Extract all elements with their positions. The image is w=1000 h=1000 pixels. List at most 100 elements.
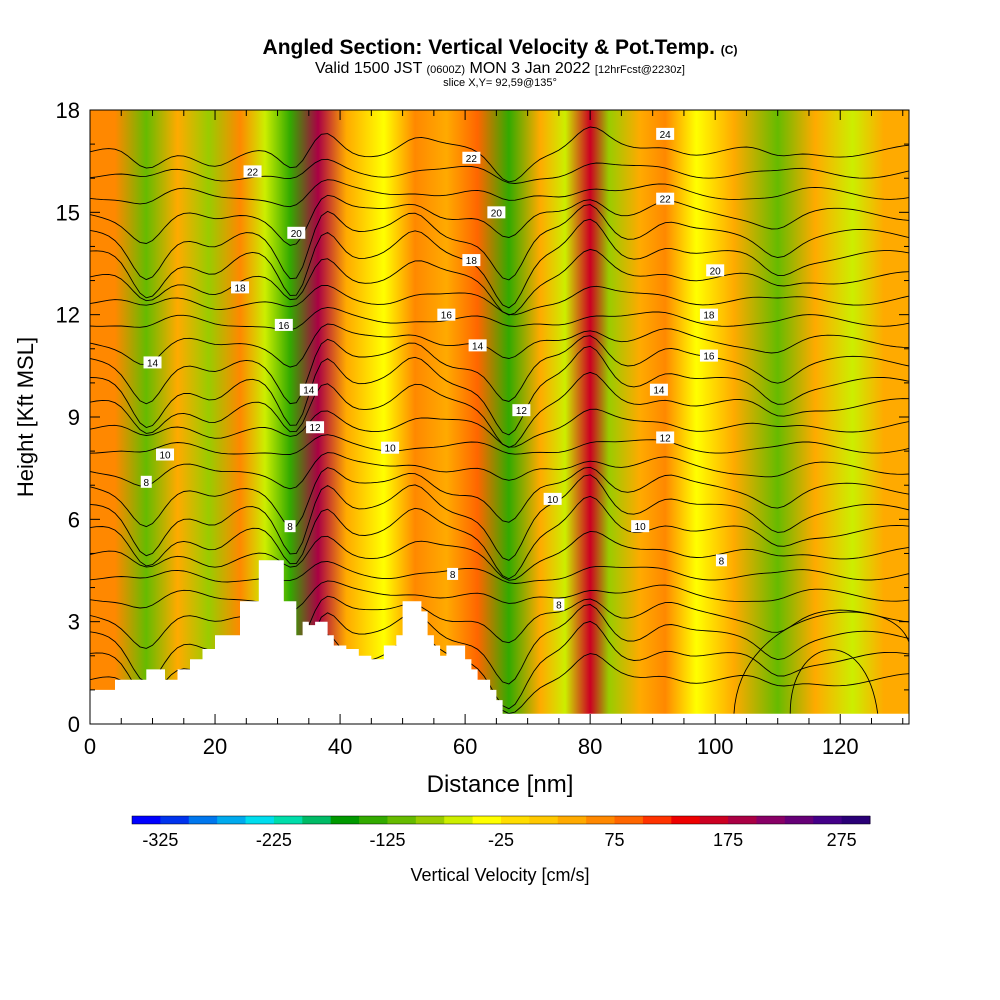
theta-label-bg [156, 448, 175, 461]
theta-label-text: 18 [703, 311, 715, 322]
theta-label: 8 [715, 554, 727, 567]
theta-contour-line [90, 194, 909, 246]
theta-contour-line [90, 371, 909, 449]
theta-label-bg [462, 151, 481, 164]
theta-label-bg [381, 441, 400, 454]
theta-label-text: 22 [660, 195, 672, 206]
colorbar-swatch [273, 816, 303, 824]
theta-contour-line [90, 248, 909, 316]
terrain-layer [90, 560, 909, 724]
theta-label: 8 [553, 598, 565, 612]
colorbar-swatch [699, 816, 729, 824]
colorbar-swatch [557, 816, 587, 824]
theta-label: 20 [487, 206, 506, 219]
theta-contour-line [90, 335, 909, 405]
terrain-mask [90, 560, 909, 724]
y-tick-label: 18 [56, 98, 80, 123]
theta-contour-line [90, 323, 909, 368]
theta-contour-line [90, 218, 909, 309]
y-tick-label: 0 [68, 712, 80, 737]
theta-contour-line [90, 204, 909, 281]
colorbar-frame [131, 815, 871, 825]
valid-time: Valid 1500 JST [315, 60, 423, 77]
theta-label: 10 [156, 448, 175, 462]
theta-label: 12 [306, 421, 325, 434]
theta-label-bg [468, 339, 487, 352]
chart-title: Angled Section: Vertical Velocity & Pot.… [0, 36, 1000, 60]
x-tick-label: 0 [84, 734, 96, 759]
theta-label-text: 14 [147, 358, 159, 369]
theta-contour-line [90, 452, 909, 490]
theta-label-text: 24 [660, 130, 672, 141]
theta-label: 18 [699, 308, 718, 322]
colorbar: -325 -225 -125 -25 75 175 275 [131, 815, 871, 850]
colorbar-swatch [188, 816, 218, 824]
theta-label-text: 14 [472, 341, 484, 352]
theta-label-text: 18 [234, 283, 246, 294]
theta-contour-line [90, 306, 909, 331]
theta-label-text: 8 [450, 570, 456, 581]
velocity-field [90, 110, 909, 724]
colorbar-swatch [160, 816, 190, 824]
theta-label-bg [487, 206, 506, 219]
theta-label: 16 [699, 349, 718, 363]
x-axis-label: Distance [nm] [427, 771, 574, 798]
theta-contour-line [90, 580, 909, 612]
theta-label-text: 12 [660, 433, 672, 444]
colorbar-swatch [614, 816, 644, 824]
theta-label: 8 [140, 475, 152, 489]
theta-label-bg [553, 598, 565, 611]
theta-label-bg [299, 383, 318, 396]
theta-label: 18 [462, 254, 481, 267]
y-tick-label: 6 [68, 507, 80, 532]
theta-label-bg [512, 404, 531, 417]
theta-label: 8 [284, 520, 296, 533]
theta-contour-line [90, 126, 909, 183]
theta-contour-line [90, 595, 909, 651]
theta-label-bg [543, 492, 562, 505]
theta-label: 20 [287, 226, 306, 240]
theta-label-text: 20 [491, 208, 503, 219]
theta-label-text: 20 [291, 229, 303, 240]
valid-zulu: (0600Z) [426, 64, 466, 76]
theta-label-bg [656, 192, 675, 205]
theta-label-bg [231, 281, 250, 294]
x-tick-label: 40 [328, 734, 352, 759]
theta-contour-line [90, 179, 909, 208]
theta-contour-line [90, 158, 909, 184]
theta-label-text: 8 [287, 522, 293, 533]
colorbar-swatch [302, 816, 332, 824]
theta-label: 14 [468, 339, 487, 352]
theta-label: 20 [706, 264, 725, 277]
theta-label: 14 [299, 383, 318, 397]
theta-label: 12 [656, 431, 675, 444]
theta-label-bg [649, 383, 668, 396]
theta-label-bg [706, 264, 725, 277]
theta-contour-line [90, 284, 909, 316]
theta-label-text: 12 [310, 423, 322, 434]
theta-label-text: 12 [516, 406, 528, 417]
theta-label-text: 8 [143, 478, 149, 489]
theta-label-bg [462, 254, 481, 267]
colorbar-tick-label: -25 [488, 830, 514, 850]
theta-label-bg [715, 554, 727, 567]
theta-label-bg [656, 127, 675, 140]
colorbar-swatch [359, 816, 388, 824]
y-axis: 0 3 6 9 12 15 18 [56, 98, 909, 737]
y-tick-label: 12 [56, 303, 80, 328]
theta-label: 8 [447, 567, 459, 581]
theta-contour-line [90, 495, 909, 580]
y-tick-label: 3 [68, 610, 80, 635]
colorbar-swatch [245, 816, 275, 824]
theta-label-text: 14 [303, 386, 315, 397]
y-tick-label: 9 [68, 405, 80, 430]
theta-contour-line [90, 345, 909, 436]
x-tick-label: 100 [697, 734, 734, 759]
theta-label: 24 [656, 127, 675, 141]
theta-label: 22 [656, 192, 675, 206]
theta-label: 18 [231, 281, 250, 294]
theta-label-text: 10 [547, 495, 559, 506]
x-tick-label: 60 [453, 734, 477, 759]
theta-label-text: 16 [441, 311, 453, 322]
theta-contour-line [90, 466, 909, 528]
